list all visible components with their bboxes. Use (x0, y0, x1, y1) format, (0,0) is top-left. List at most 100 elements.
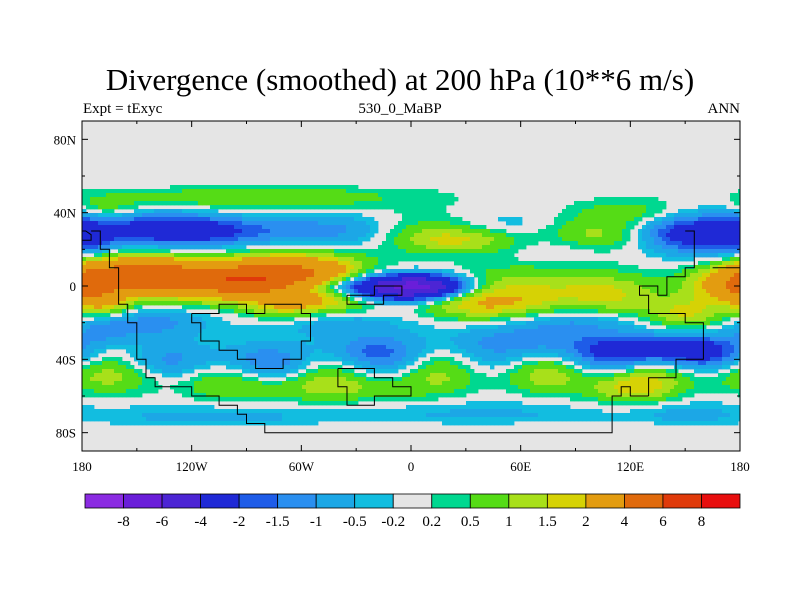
field-cell (586, 305, 591, 310)
field-cell (634, 265, 639, 270)
field-cell (526, 277, 531, 282)
field-cell (506, 309, 511, 314)
field-cell (658, 281, 663, 286)
field-cell (542, 233, 547, 238)
field-cell (510, 221, 515, 226)
field-cell (450, 197, 455, 202)
field-cell (626, 233, 631, 238)
field-cell (414, 265, 419, 270)
field-cell (354, 325, 359, 330)
field-cell (286, 197, 291, 202)
field-cell (254, 217, 259, 222)
field-cell (262, 281, 267, 286)
field-cell (630, 289, 635, 294)
field-cell (286, 305, 291, 310)
field-cell (374, 317, 379, 322)
field-cell (406, 269, 411, 274)
field-cell (590, 297, 595, 302)
field-cell (238, 305, 243, 310)
field-cell (346, 285, 351, 290)
field-cell (290, 293, 295, 298)
field-cell (302, 225, 307, 230)
field-cell (326, 197, 331, 202)
field-cell (298, 237, 303, 242)
field-cell (630, 225, 635, 230)
field-cell (150, 281, 155, 286)
field-cell (586, 229, 591, 234)
field-cell (246, 189, 251, 194)
field-cell (350, 241, 355, 246)
field-cell (230, 229, 235, 234)
field-cell (262, 273, 267, 278)
field-cell (166, 197, 171, 202)
field-cell (338, 193, 343, 198)
field-cell (178, 293, 183, 298)
field-cell (662, 217, 667, 222)
field-cell (214, 329, 219, 334)
field-cell (582, 325, 587, 330)
field-cell (570, 277, 575, 282)
field-cell (698, 229, 703, 234)
field-cell (318, 289, 323, 294)
field-cell (414, 325, 419, 330)
field-cell (702, 313, 707, 318)
field-cell (662, 221, 667, 226)
field-cell (666, 297, 671, 302)
field-cell (574, 317, 579, 322)
field-cell (738, 221, 740, 226)
field-cell (90, 305, 95, 310)
field-cell (602, 221, 607, 226)
field-cell (362, 269, 367, 274)
field-cell (222, 301, 227, 306)
field-cell (546, 289, 551, 294)
field-cell (466, 317, 471, 322)
field-cell (326, 293, 331, 298)
field-cell (602, 273, 607, 278)
field-cell (254, 257, 259, 262)
field-cell (422, 285, 427, 290)
field-cell (138, 325, 143, 330)
field-cell (274, 257, 279, 262)
field-cell (194, 269, 199, 274)
field-cell (302, 301, 307, 306)
field-cell (154, 253, 159, 258)
field-cell (554, 277, 559, 282)
field-cell (374, 325, 379, 330)
field-cell (566, 305, 571, 310)
field-cell (166, 257, 171, 262)
field-cell (698, 217, 703, 222)
field-cell (302, 273, 307, 278)
field-cell (658, 217, 663, 222)
field-cell (634, 281, 639, 286)
field-cell (326, 269, 331, 274)
field-cell (258, 265, 263, 270)
field-cell (614, 309, 619, 314)
field-cell (438, 253, 443, 258)
field-cell (162, 297, 167, 302)
field-cell (114, 197, 119, 202)
field-cell (330, 297, 335, 302)
field-cell (210, 257, 215, 262)
field-cell (646, 245, 651, 250)
field-cell (282, 221, 287, 226)
field-cell (418, 205, 423, 210)
field-cell (686, 293, 691, 298)
field-cell (322, 301, 327, 306)
field-cell (514, 241, 519, 246)
field-cell (154, 245, 159, 250)
field-cell (310, 269, 315, 274)
field-cell (178, 221, 183, 226)
field-cell (578, 321, 583, 326)
field-cell (666, 309, 671, 314)
field-cell (222, 329, 227, 334)
field-cell (434, 201, 439, 206)
field-cell (710, 261, 715, 266)
field-cell (242, 261, 247, 266)
field-cell (310, 205, 315, 210)
field-cell (530, 301, 535, 306)
field-cell (218, 289, 223, 294)
field-cell (158, 313, 163, 318)
field-cell (166, 209, 171, 214)
field-cell (222, 213, 227, 218)
field-cell (402, 253, 407, 258)
